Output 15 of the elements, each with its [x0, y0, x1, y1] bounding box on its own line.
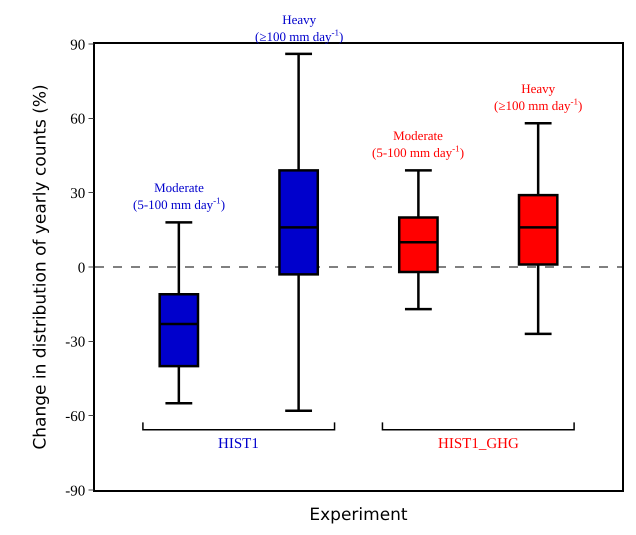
- text: HIST1: [218, 436, 259, 452]
- annotation: Moderate (5-100 mm day$^{-1}$): [133, 180, 226, 212]
- text: HIST1_GHG: [438, 436, 519, 452]
- y-tick-label: 60: [70, 112, 86, 128]
- y-tick-label: -60: [65, 408, 86, 425]
- y-axis-title: Change in distribution of yearly counts (%): [30, 84, 50, 450]
- x-axis-title: Experiment: [309, 505, 408, 526]
- y-tick-label: -30: [65, 334, 86, 351]
- y-tick-label: 0: [78, 260, 86, 276]
- y-tick-label: 30: [70, 186, 86, 202]
- y-tick-label: 90: [70, 37, 86, 54]
- annotation: Heavy (≥100 mm day$^{-1}$): [494, 81, 582, 113]
- y-tick-label: -90: [65, 483, 86, 500]
- annotation: Heavy (≥100 mm day$^{-1}$): [255, 12, 344, 44]
- annotation: Moderate (5-100 mm day$^{-1}$): [372, 128, 464, 160]
